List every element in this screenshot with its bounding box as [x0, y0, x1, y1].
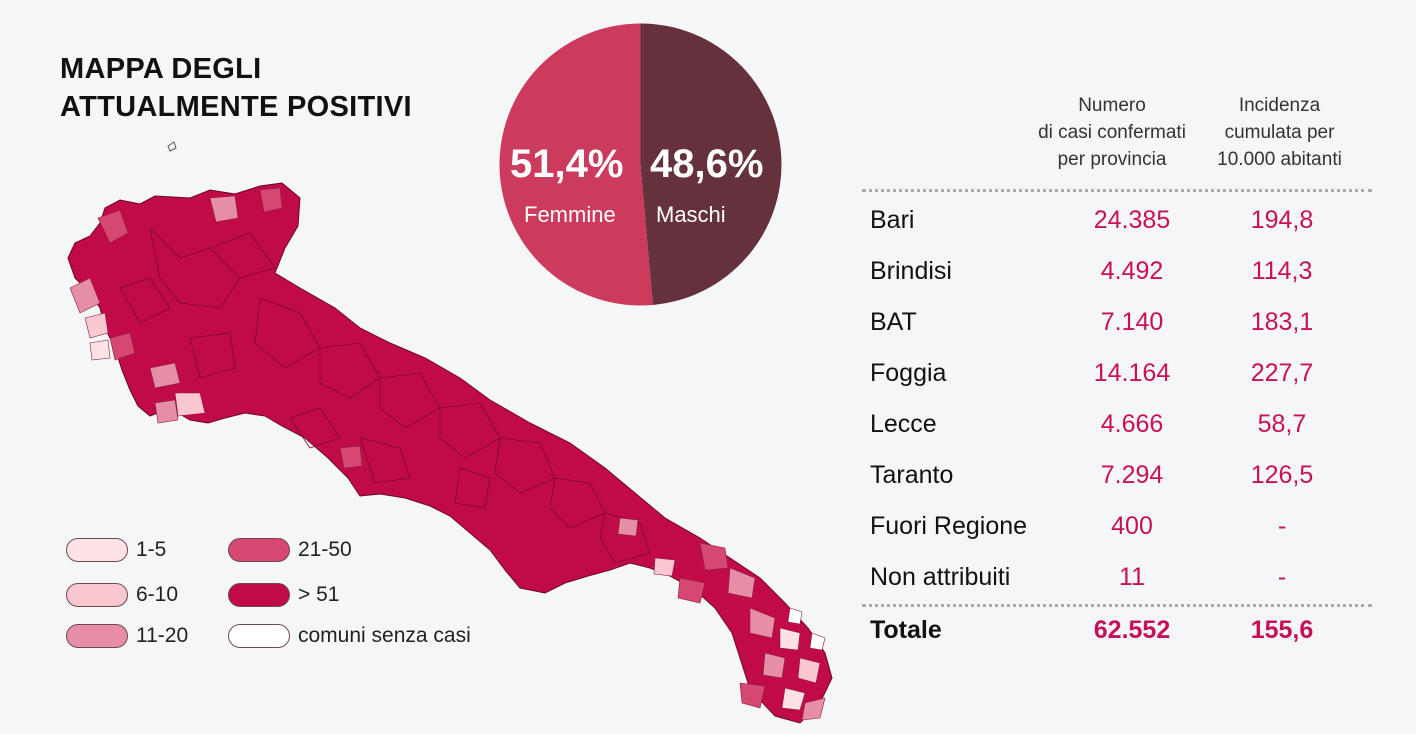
title-line-2: ATTUALMENTE POSITIVI: [60, 91, 412, 123]
gender-pie-chart: 51,4% Femmine 48,6% Maschi: [498, 22, 783, 307]
row-name: Brindisi: [870, 257, 952, 285]
legend-swatch: [228, 624, 290, 648]
row-incidence: 183,1: [1250, 308, 1314, 336]
row-incidence: -: [1277, 563, 1287, 591]
row-name: Bari: [870, 206, 915, 234]
row-cases: 4.666: [1100, 410, 1164, 438]
table-row: Foggia 14.164 227,7: [862, 359, 1372, 399]
col-header-cases-line: per provincia: [1057, 149, 1167, 170]
pie-label-femmine: Femmine: [524, 202, 616, 227]
row-incidence: 114,3: [1251, 257, 1313, 285]
row-name: Taranto: [870, 461, 954, 489]
legend-item-21-50: 21-50: [228, 538, 352, 562]
legend-swatch: [66, 538, 128, 562]
col-header-incidence-line: cumulata per: [1224, 122, 1335, 143]
row-name: Non attribuiti: [870, 563, 1011, 591]
row-incidence: 58,7: [1257, 410, 1307, 438]
header-divider: [862, 189, 1372, 192]
table-row: Taranto 7.294 126,5: [862, 461, 1372, 501]
row-cases: 4.492: [1100, 257, 1164, 285]
legend-swatch: [66, 624, 128, 648]
row-cases: 7.140: [1100, 308, 1164, 336]
table-row: Non attribuiti 11 -: [862, 563, 1372, 603]
row-cases: 11: [1119, 563, 1145, 591]
legend-label: 11-20: [136, 624, 189, 647]
row-cases: 24.385: [1093, 206, 1171, 234]
title-line-1: MAPPA DEGLI: [60, 53, 262, 85]
page-title: MAPPA DEGLI ATTUALMENTE POSITIVI: [60, 50, 412, 126]
row-incidence: 194,8: [1250, 206, 1314, 234]
pie-svg: [499, 23, 782, 306]
legend-label: 1-5: [136, 538, 167, 561]
legend-swatch: [66, 583, 128, 607]
col-header-cases: Numero di casi confermati per provincia: [1022, 92, 1202, 173]
legend-label: > 51: [298, 583, 340, 606]
map-mid-zones: [69, 187, 826, 721]
row-name: Lecce: [870, 410, 937, 438]
table-row: Brindisi 4.492 114,3: [862, 257, 1372, 297]
table-row: Bari 24.385 194,8: [862, 206, 1372, 246]
legend-swatch: [228, 583, 290, 607]
legend-item-6-10: 6-10: [66, 583, 178, 607]
pie-slice-maschi: [640, 23, 782, 305]
table-total-row: Totale 62.552 155,6: [862, 616, 1372, 656]
legend-item-no-cases: comuni senza casi: [228, 624, 471, 648]
pie-pct-femmine: 51,4%: [510, 142, 624, 186]
pie-slice-femmine: [499, 23, 653, 306]
pie-label-maschi: Maschi: [656, 202, 726, 227]
municipality-borders: [119, 226, 651, 564]
legend-item-11-20: 11-20: [66, 624, 188, 648]
table-row: Lecce 4.666 58,7: [862, 410, 1372, 450]
tremiti-islands: [167, 141, 177, 152]
legend-label: comuni senza casi: [298, 624, 471, 647]
row-name: Foggia: [870, 359, 947, 387]
legend-item-1-5: 1-5: [66, 538, 166, 562]
row-cases: 14.164: [1093, 359, 1171, 387]
col-header-cases-line: Numero: [1078, 95, 1146, 116]
total-name: Totale: [870, 616, 942, 644]
row-name: BAT: [870, 308, 917, 336]
total-divider: [862, 604, 1372, 607]
col-header-incidence-line: Incidenza: [1238, 95, 1321, 116]
row-name: Fuori Regione: [870, 512, 1028, 540]
row-incidence: -: [1277, 512, 1287, 540]
col-header-incidence-line: 10.000 abitanti: [1217, 149, 1342, 170]
row-incidence: 126,5: [1250, 461, 1314, 489]
legend-label: 6-10: [136, 583, 179, 606]
table-row: BAT 7.140 183,1: [862, 308, 1372, 348]
col-header-cases-line: di casi confermati: [1038, 122, 1186, 143]
col-header-incidence: Incidenza cumulata per 10.000 abitanti: [1202, 92, 1357, 173]
pie-pct-maschi: 48,6%: [650, 142, 764, 186]
legend-item-over-51: > 51: [228, 583, 339, 607]
legend-label: 21-50: [298, 538, 352, 561]
table-row: Fuori Regione 400 -: [862, 512, 1372, 552]
row-incidence: 227,7: [1250, 359, 1314, 387]
total-cases: 62.552: [1093, 616, 1171, 644]
total-incidence: 155,6: [1250, 616, 1314, 644]
legend-swatch: [228, 538, 290, 562]
row-cases: 400: [1111, 512, 1153, 540]
row-cases: 7.294: [1100, 461, 1164, 489]
puglia-map: [67, 141, 833, 724]
